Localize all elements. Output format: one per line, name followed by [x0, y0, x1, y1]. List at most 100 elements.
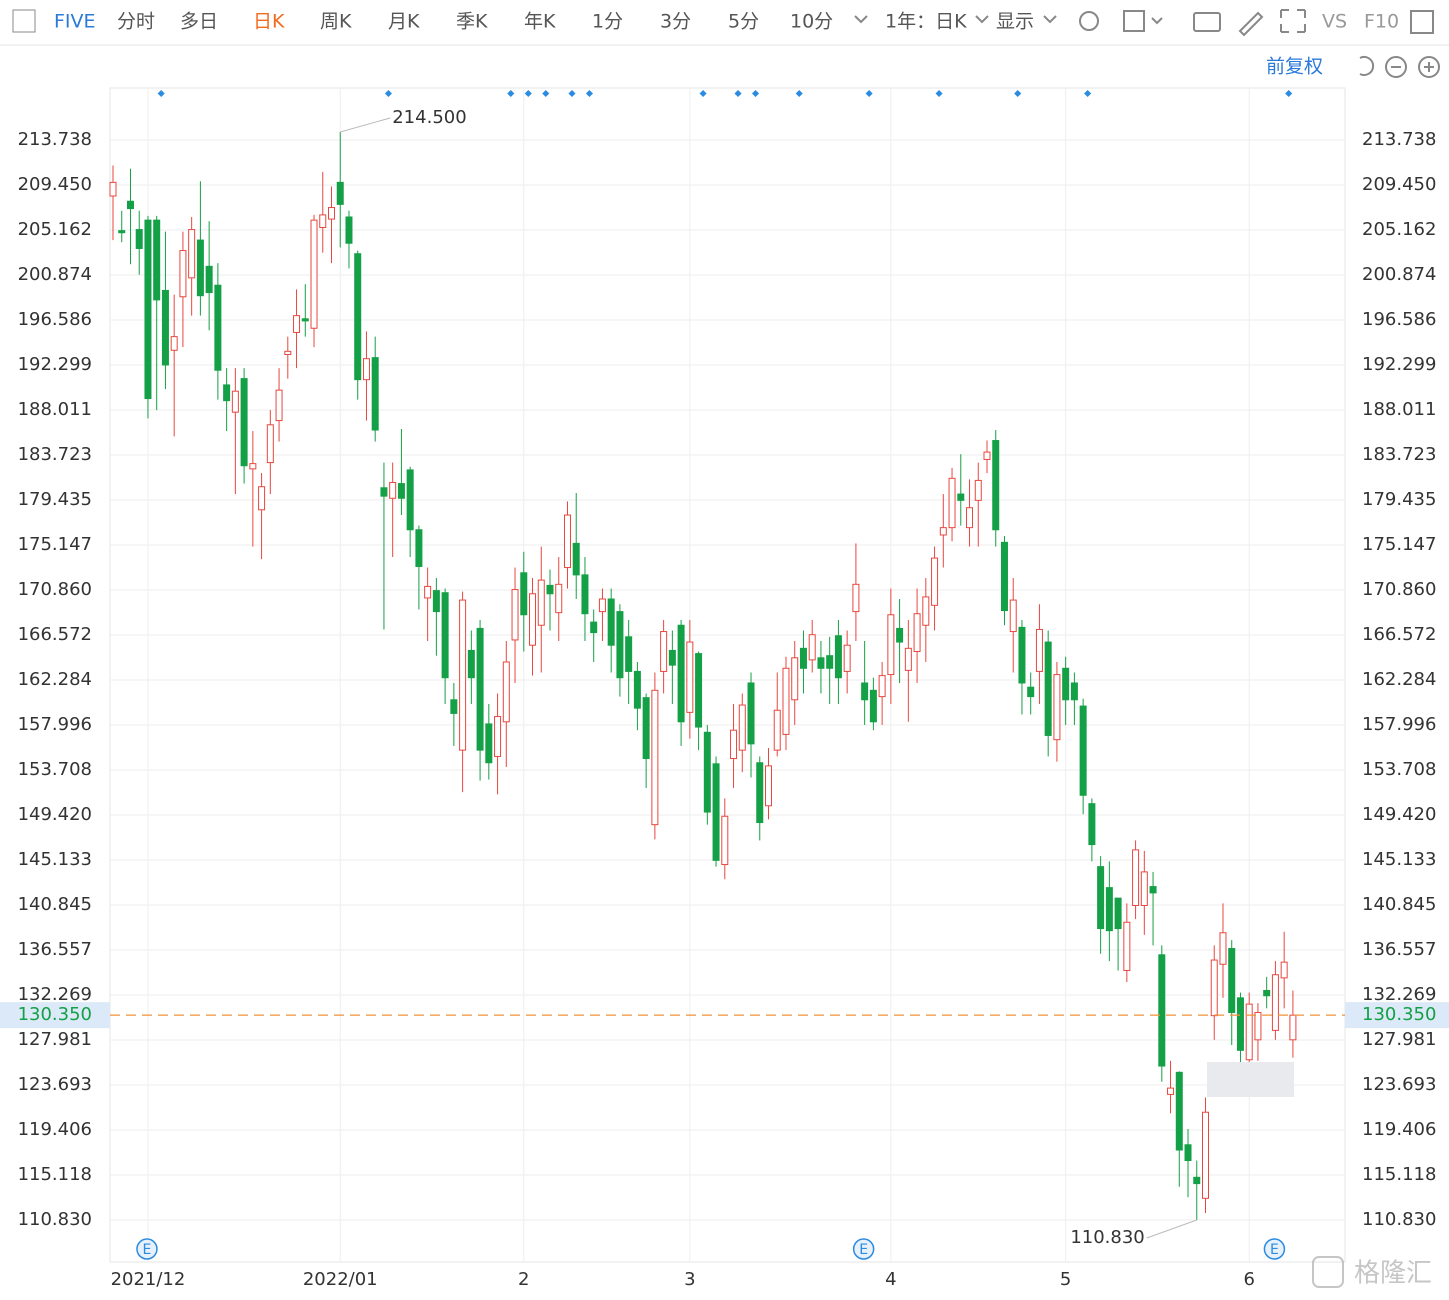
symbol[interactable]: FIVE	[54, 11, 96, 33]
candle-body	[756, 762, 764, 824]
event-dot	[734, 89, 742, 98]
candle-body	[660, 631, 668, 672]
candle-body	[712, 763, 720, 861]
candle-body	[135, 229, 143, 249]
candle-body	[843, 644, 851, 672]
x-tick-label: 2022/01	[303, 1269, 378, 1290]
candle-body	[1035, 628, 1043, 672]
f10-button[interactable]: F10	[1364, 11, 1399, 33]
candle-body	[1105, 887, 1113, 932]
candle-body	[1254, 1012, 1262, 1041]
candle-body	[1289, 1014, 1297, 1041]
period-tab[interactable]: 季K	[456, 11, 488, 33]
period-tab[interactable]: 5分	[728, 11, 759, 33]
y2-tick-label: 127.981	[1362, 1029, 1436, 1050]
fullscreen-icon[interactable]	[1280, 9, 1306, 33]
panel-toggle[interactable]	[12, 9, 36, 33]
candle-body	[345, 216, 353, 244]
earnings-marker-label: E	[859, 1242, 868, 1258]
adjust-button[interactable]: 前复权	[1266, 56, 1323, 78]
period-tab[interactable]: 日K	[253, 11, 285, 33]
candle-body	[389, 482, 397, 499]
y2-tick-label: 170.860	[1362, 579, 1436, 600]
event-dot	[585, 89, 593, 98]
candle-body	[144, 219, 152, 400]
period-tab[interactable]: 周K	[320, 11, 352, 33]
candle-body	[730, 729, 738, 760]
camera-icon[interactable]	[1193, 12, 1221, 32]
candle-body	[258, 486, 266, 511]
candle-body	[380, 487, 388, 497]
y-tick-label: 200.874	[18, 264, 92, 285]
event-dot	[751, 89, 760, 98]
annotation-leader	[340, 117, 391, 133]
event-dot	[865, 89, 873, 98]
candle-body	[153, 219, 161, 301]
y2-tick-label: 209.450	[1362, 174, 1436, 195]
y-tick-label: 213.738	[18, 129, 92, 150]
layout-icon[interactable]	[1123, 10, 1145, 32]
candle-body	[1167, 1087, 1175, 1095]
candle-body	[765, 765, 772, 807]
y-tick-label: 179.435	[18, 489, 92, 510]
y2-tick-label: 119.406	[1362, 1119, 1436, 1140]
period-tab[interactable]: 3分	[660, 11, 691, 33]
toolbar: FIVE 分时 多日 日K 周K 月K 季K 年K 1分 3分 5分 10分 1年：日K 显示 VS F10 前…	[54, 11, 1399, 78]
dropdown-arrow[interactable]	[1043, 15, 1057, 24]
period-tab[interactable]: 10分	[790, 11, 833, 33]
draw-icon[interactable]	[1238, 11, 1264, 37]
y2-tick-label: 183.723	[1362, 444, 1436, 465]
candle-body	[1140, 871, 1148, 906]
period-tab[interactable]: 月K	[388, 11, 420, 33]
candle-body	[188, 229, 196, 279]
range-button[interactable]: 1年：日K	[885, 11, 967, 33]
candle-body	[747, 682, 755, 745]
candle-body	[922, 596, 930, 626]
undo-icon[interactable]	[1359, 56, 1375, 76]
y2-tick-label: 166.572	[1362, 624, 1436, 645]
candle-body	[1079, 705, 1087, 796]
candle-body	[1236, 997, 1244, 1051]
y2-tick-label: 136.557	[1362, 939, 1436, 960]
dropdown-arrow[interactable]	[854, 15, 868, 24]
candle-body	[703, 731, 711, 813]
y2-tick-label: 153.708	[1362, 759, 1436, 780]
dropdown-arrow[interactable]	[1151, 17, 1163, 25]
display-button[interactable]: 显示	[996, 11, 1034, 33]
period-tab[interactable]: 年K	[524, 11, 556, 33]
candle-body	[1027, 686, 1035, 698]
candle-body	[354, 253, 362, 381]
candle-body	[546, 584, 554, 595]
candle-body	[415, 529, 423, 567]
period-tab[interactable]: 分时	[117, 11, 155, 33]
dropdown-arrow[interactable]	[975, 15, 989, 24]
y2-tick-label: 123.693	[1362, 1074, 1436, 1095]
candle-body	[1062, 667, 1070, 701]
y2-tick-label: 132.269	[1362, 984, 1436, 1005]
candle-body	[1132, 849, 1140, 906]
candle-body	[424, 585, 432, 599]
candle-body	[406, 469, 414, 531]
candle-body	[476, 627, 484, 751]
candle-body	[686, 641, 694, 713]
candle-body	[616, 611, 624, 679]
event-dot	[507, 89, 515, 98]
candle-body	[607, 598, 615, 646]
candle-body	[948, 477, 956, 529]
candle-body	[677, 624, 685, 723]
watermark-logo	[1312, 1256, 1344, 1288]
period-tab[interactable]: 1分	[592, 11, 623, 33]
zoom-in-icon[interactable]	[1418, 56, 1440, 78]
candle-body	[511, 589, 519, 641]
panel-icon[interactable]	[1410, 10, 1434, 34]
candle-body	[362, 358, 370, 381]
period-tab[interactable]: 多日	[180, 11, 218, 33]
zoom-out-icon[interactable]	[1385, 56, 1407, 78]
candle-body	[1123, 921, 1131, 972]
compare-button[interactable]: VS	[1322, 11, 1347, 33]
settings-icon[interactable]	[1079, 11, 1099, 31]
candle-body	[1018, 626, 1026, 684]
annotation-label: 214.500	[392, 107, 466, 128]
candle-body	[109, 181, 117, 197]
